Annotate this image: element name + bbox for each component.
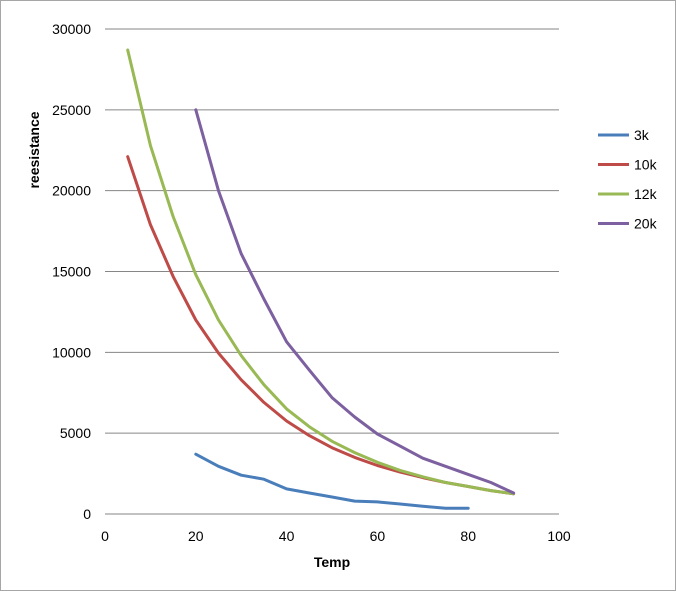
legend-label-12k: 12k (634, 186, 658, 202)
y-tick-label: 30000 (52, 21, 91, 37)
series-line-12k (126, 48, 516, 496)
series-line-20k (194, 108, 516, 495)
x-axis-title: Temp (314, 554, 350, 570)
x-tick-label: 40 (279, 528, 295, 544)
y-tick-label: 25000 (52, 102, 91, 118)
y-tick-label: 15000 (52, 264, 91, 280)
gridlines (105, 28, 559, 434)
x-tick-label: 20 (188, 528, 204, 544)
y-tick-label: 10000 (52, 344, 91, 360)
y-axis-title: reesistance (26, 111, 42, 188)
series-line-3k (194, 452, 470, 510)
legend-label-3k: 3k (634, 127, 650, 143)
series-line-10k (126, 155, 516, 496)
axes: 0 5000 10000 15000 20000 25000 30000 0 20 40 60 80 1… (52, 21, 571, 544)
x-tick-label: 60 (370, 528, 386, 544)
y-tick-label: 0 (83, 506, 91, 522)
legend-label-20k: 20k (634, 216, 658, 232)
x-tick-label: 100 (547, 528, 571, 544)
x-tick-label: 80 (460, 528, 476, 544)
legend: 3k 10k 12k 20k (598, 127, 658, 232)
legend-label-10k: 10k (634, 157, 658, 173)
series-lines (126, 48, 516, 510)
x-tick-label: 0 (101, 528, 109, 544)
y-tick-label: 5000 (60, 425, 91, 441)
y-tick-label: 20000 (52, 183, 91, 199)
